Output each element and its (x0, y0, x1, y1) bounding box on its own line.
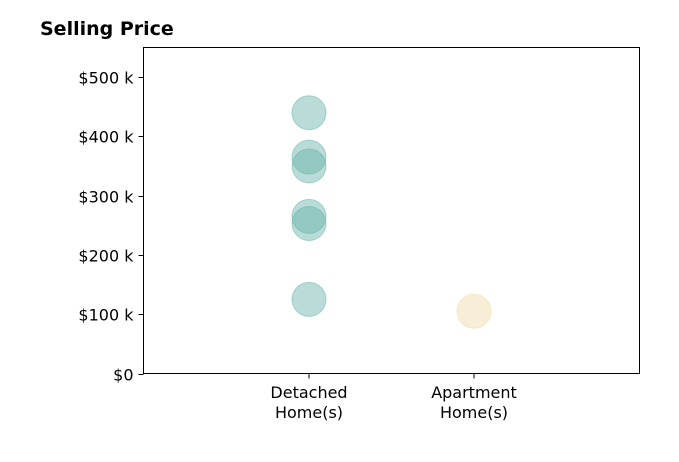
data-point (291, 95, 327, 131)
y-tick-label: $300 k (78, 188, 134, 207)
x-tick-label: Apartment (431, 383, 517, 402)
y-tick-label: $400 k (78, 128, 134, 147)
x-tick-label: Detached (270, 383, 347, 402)
y-tick-label: $500 k (78, 69, 134, 88)
data-point (291, 148, 327, 184)
data-point (291, 281, 327, 317)
data-points (291, 95, 492, 329)
data-point (291, 198, 327, 234)
y-axis: $0 $100 k $200 k $300 k $400 k $500 k (78, 69, 144, 385)
y-tick-label: $200 k (78, 247, 134, 266)
x-tick-label: Home(s) (440, 403, 508, 422)
x-tick-label: Home(s) (275, 403, 343, 422)
y-tick-label: $100 k (78, 306, 134, 325)
y-tick-label: $0 (113, 366, 133, 385)
chart-title: Selling Price (40, 18, 174, 40)
data-point (291, 139, 327, 175)
plot-area-frame (143, 47, 640, 374)
data-point (291, 206, 327, 242)
data-point (456, 293, 492, 329)
